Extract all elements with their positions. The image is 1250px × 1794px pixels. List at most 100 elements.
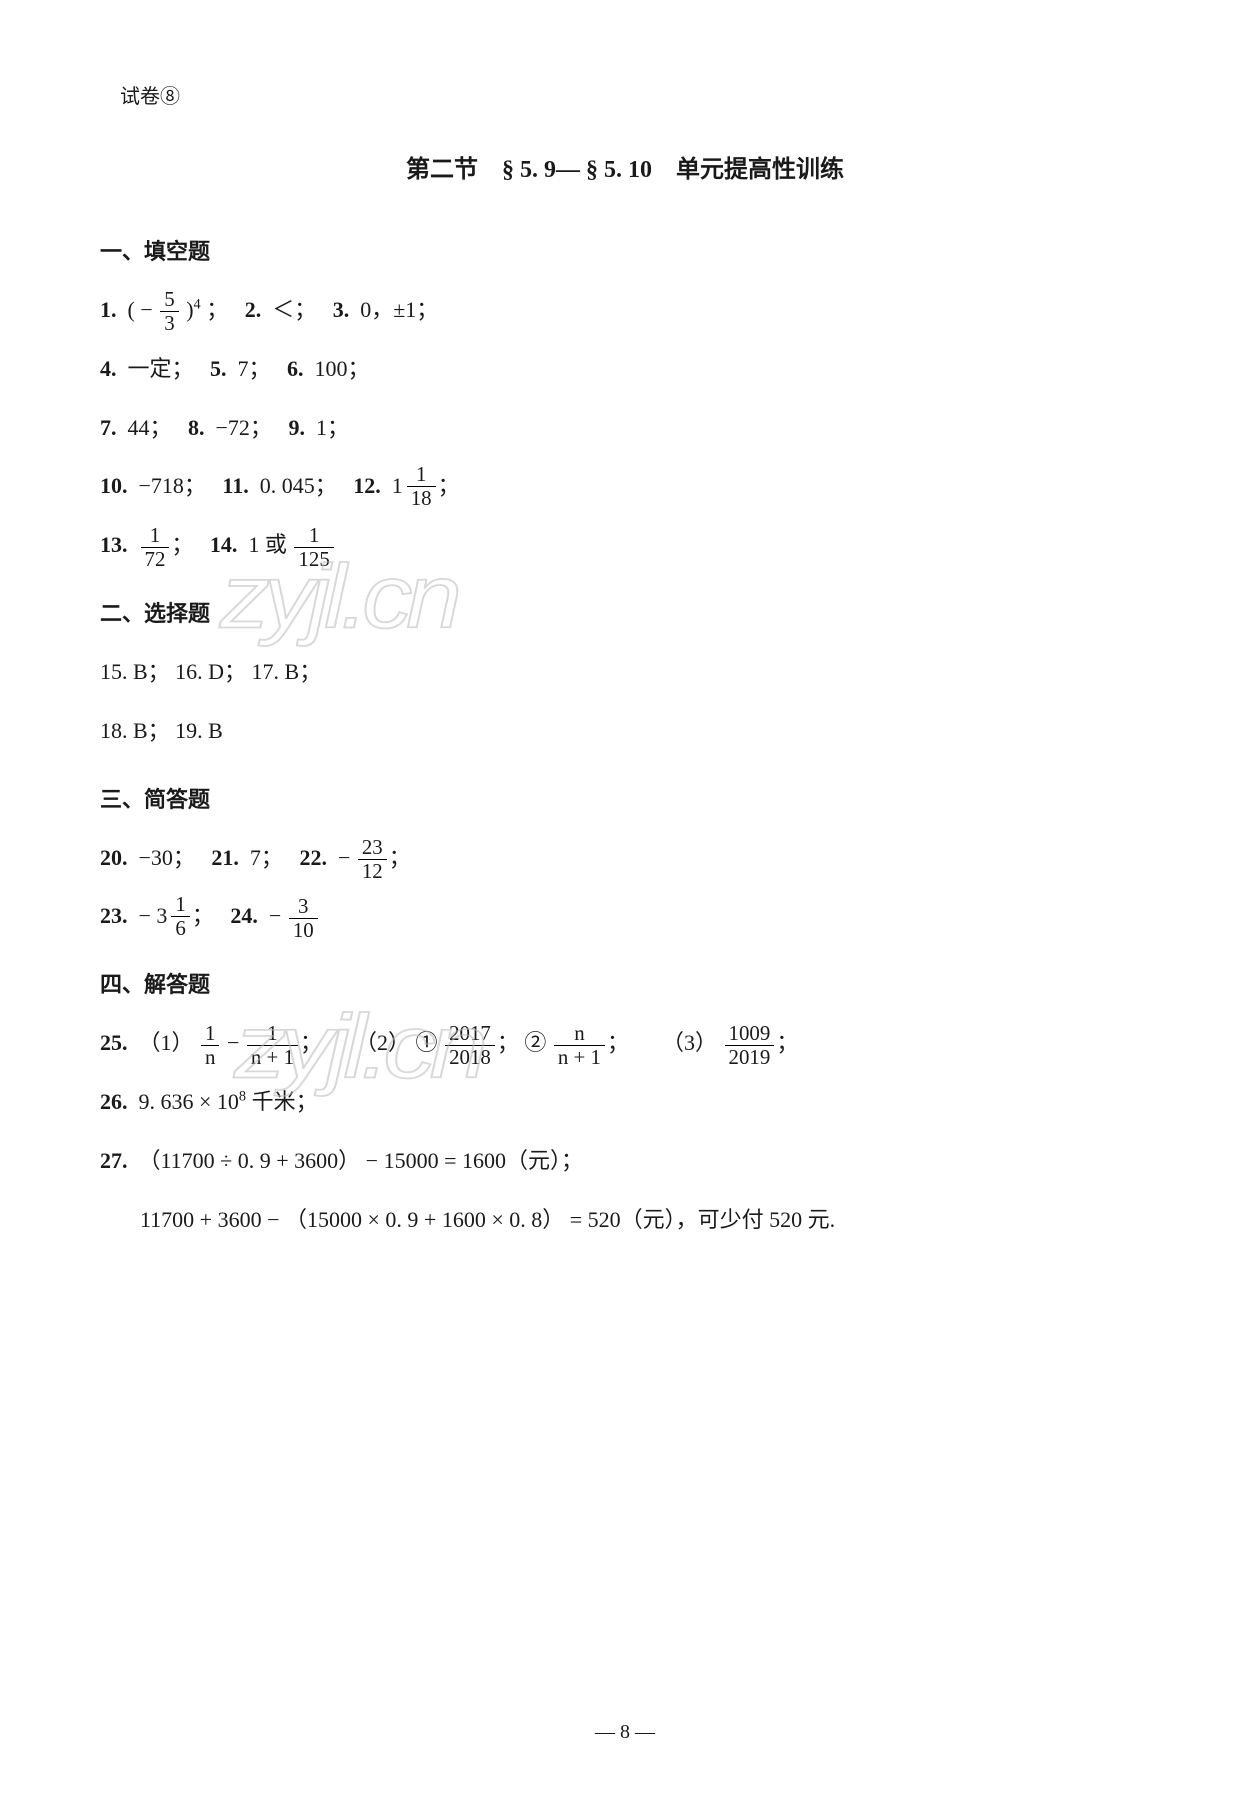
sep: ； — [171, 532, 193, 557]
q3-ans: 0，±1； — [360, 297, 438, 322]
q23-num: 23. — [100, 903, 128, 928]
q26-num: 26. — [100, 1089, 128, 1114]
sep: ； — [300, 1030, 322, 1055]
q4-ans: 一定； — [128, 356, 194, 381]
q6-ans: 100； — [315, 356, 370, 381]
sep: ； — [438, 473, 460, 498]
frac-den: 6 — [171, 917, 189, 940]
q14-ans-a: 1 或 — [248, 532, 287, 557]
q6-num: 6. — [287, 356, 304, 381]
q24-num: 24. — [230, 903, 258, 928]
q27-line2: 11700 + 3600 − （15000 × 0. 9 + 1600 × 0.… — [140, 1207, 835, 1232]
q26-b: 千米； — [246, 1089, 318, 1114]
q23-neg: − — [139, 903, 151, 928]
q4-num: 4. — [100, 356, 117, 381]
q9-num: 9. — [288, 415, 305, 440]
q7-ans: 44； — [128, 415, 172, 440]
q12-num: 12. — [353, 473, 381, 498]
q27-line1: （11700 ÷ 0. 9 + 3600） − 15000 = 1600（元）； — [139, 1148, 583, 1173]
q11-ans: 0. 045； — [260, 473, 337, 498]
sep: ； — [192, 903, 214, 928]
frac-num: 1 — [407, 463, 436, 487]
answer-row-18-19: 18. B； 19. B — [100, 705, 1150, 758]
q8-ans: −72； — [216, 415, 272, 440]
q1-fraction: 5 3 — [160, 288, 178, 335]
q7-num: 7. — [100, 415, 117, 440]
frac-num: 1 — [141, 524, 170, 548]
answer-row-2: 4. 一定； 5. 7； 6. 100； — [100, 343, 1150, 396]
frac-den: 72 — [141, 548, 170, 571]
frac-num: 2017 — [445, 1022, 495, 1046]
q10-num: 10. — [100, 473, 128, 498]
minus: − — [227, 1030, 245, 1055]
q22-num: 22. — [299, 845, 327, 870]
q20-ans: −30； — [139, 845, 195, 870]
q1-num: 1. — [100, 297, 117, 322]
frac-num: 3 — [289, 895, 318, 919]
frac-den: 18 — [407, 487, 436, 510]
frac-num: 5 — [160, 288, 178, 312]
q25-2-f1: 2017 2018 — [445, 1022, 495, 1069]
answer-row-15-17: 15. B； 16. D； 17. B； — [100, 646, 1150, 699]
q25-1-f1: 1 n — [201, 1022, 219, 1069]
whole: 1 — [392, 460, 403, 513]
circled-2: ② — [524, 1030, 546, 1055]
q25-2-label: （2） — [355, 1030, 410, 1055]
q24-neg: − — [269, 903, 281, 928]
q1-exp: 4 — [194, 297, 201, 313]
sep: ； — [776, 1030, 798, 1055]
frac-num: n — [554, 1022, 605, 1046]
q27-num: 27. — [100, 1148, 128, 1173]
circled-1: ① — [416, 1030, 438, 1055]
paper-label: 试卷⑧ — [120, 80, 1150, 109]
section-choice: 二、选择题 — [100, 596, 1150, 628]
sep: ； — [607, 1030, 629, 1055]
whole: 3 — [156, 890, 167, 943]
q3-num: 3. — [333, 297, 350, 322]
answer-row-20-22: 20. −30； 21. 7； 22. − 23 12 ； — [100, 832, 1150, 885]
answer-row-23-24: 23. − 3 1 6 ； 24. − 3 10 — [100, 890, 1150, 943]
q23-mixed: 3 1 6 — [156, 890, 191, 943]
q21-num: 21. — [211, 845, 239, 870]
section-solve: 四、解答题 — [100, 967, 1150, 999]
q25-2-f2: n n + 1 — [554, 1022, 605, 1069]
answer-row-25: 25. （1） 1 n − 1 n + 1 ； （2） ① 2017 2018 … — [100, 1017, 1150, 1070]
q26-a: 9. 636 × 10 — [139, 1089, 239, 1114]
frac-den: 10 — [289, 919, 318, 942]
answer-row-4: 10. −718； 11. 0. 045； 12. 1 1 18 ； — [100, 460, 1150, 513]
frac-num: 1 — [294, 524, 333, 548]
q12-mixed: 1 1 18 — [392, 460, 438, 513]
frac-den: 2019 — [725, 1046, 775, 1069]
answer-row-3: 7. 44； 8. −72； 9. 1； — [100, 402, 1150, 455]
frac-num: 1 — [171, 893, 189, 917]
q14-num: 14. — [210, 532, 238, 557]
frac-den: n + 1 — [554, 1046, 605, 1069]
q2-ans: ＜； — [272, 297, 316, 322]
frac-den: n + 1 — [247, 1046, 298, 1069]
page-title: 第二节 § 5. 9— § 5. 10 单元提高性训练 — [100, 149, 1150, 184]
sep: ； — [389, 845, 411, 870]
q24-frac: 3 10 — [289, 895, 318, 942]
q25-3-f: 1009 2019 — [725, 1022, 775, 1069]
frac-num: 1 — [201, 1022, 219, 1046]
frac-den: 3 — [160, 312, 178, 335]
answer-row-5: 13. 1 72 ； 14. 1 或 1 125 — [100, 519, 1150, 572]
q20-num: 20. — [100, 845, 128, 870]
frac-num: 1 — [247, 1022, 298, 1046]
q14-frac: 1 125 — [294, 524, 333, 571]
q13-frac: 1 72 — [141, 524, 170, 571]
frac-den: 125 — [294, 548, 333, 571]
neg-sign: − — [140, 297, 152, 322]
frac-num: 23 — [358, 836, 387, 860]
page-number: 8 — [0, 1721, 1250, 1744]
semi: ； — [497, 1030, 519, 1055]
q5-ans: 7； — [238, 356, 271, 381]
frac-den: 12 — [358, 860, 387, 883]
q22-frac: 23 12 — [358, 836, 387, 883]
q25-3-label: （3） — [662, 1030, 717, 1055]
answer-row-1: 1. ( − 5 3 )4 ； 2. ＜； 3. 0，±1； — [100, 284, 1150, 337]
q8-num: 8. — [188, 415, 205, 440]
q11-num: 11. — [222, 473, 248, 498]
section-short-answer: 三、简答题 — [100, 782, 1150, 814]
frac-num: 1009 — [725, 1022, 775, 1046]
